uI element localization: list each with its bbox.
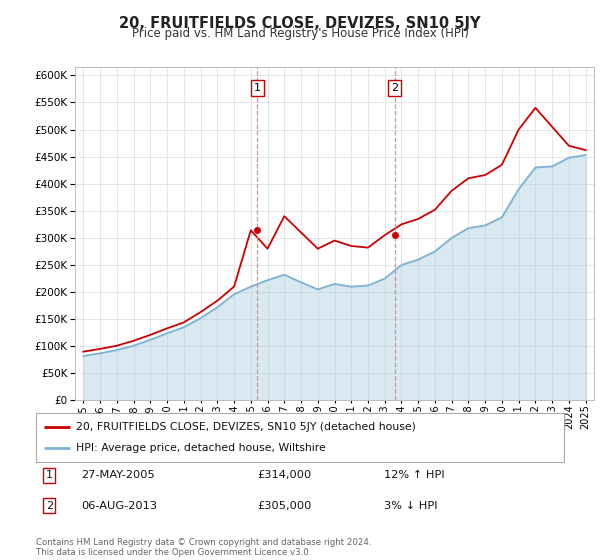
Text: 20, FRUITFIELDS CLOSE, DEVIZES, SN10 5JY (detached house): 20, FRUITFIELDS CLOSE, DEVIZES, SN10 5JY… (76, 422, 415, 432)
Text: 2: 2 (391, 83, 398, 93)
Text: 1: 1 (254, 83, 261, 93)
Text: 3% ↓ HPI: 3% ↓ HPI (385, 501, 438, 511)
Text: 27-MAY-2005: 27-MAY-2005 (81, 470, 155, 480)
Text: 20, FRUITFIELDS CLOSE, DEVIZES, SN10 5JY: 20, FRUITFIELDS CLOSE, DEVIZES, SN10 5JY (119, 16, 481, 31)
Text: 06-AUG-2013: 06-AUG-2013 (81, 501, 157, 511)
Text: 12% ↑ HPI: 12% ↑ HPI (385, 470, 445, 480)
Text: Contains HM Land Registry data © Crown copyright and database right 2024.
This d: Contains HM Land Registry data © Crown c… (36, 538, 371, 557)
Text: £305,000: £305,000 (258, 501, 312, 511)
Text: 2: 2 (46, 501, 53, 511)
Text: Price paid vs. HM Land Registry's House Price Index (HPI): Price paid vs. HM Land Registry's House … (131, 27, 469, 40)
Text: HPI: Average price, detached house, Wiltshire: HPI: Average price, detached house, Wilt… (76, 443, 325, 453)
Text: 1: 1 (46, 470, 53, 480)
Text: £314,000: £314,000 (258, 470, 312, 480)
